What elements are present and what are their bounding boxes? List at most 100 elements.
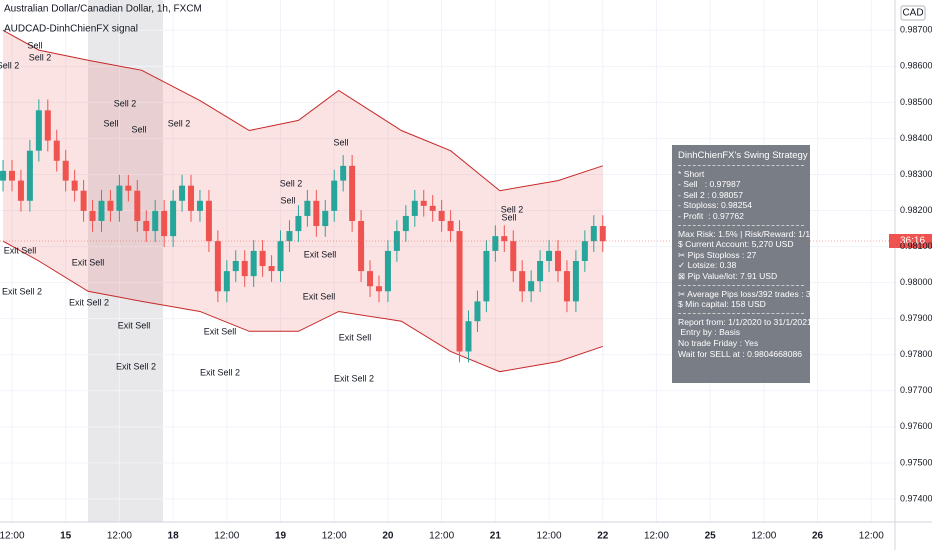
candle-body xyxy=(367,271,374,287)
signal-label: Sell xyxy=(131,124,146,134)
candle-body xyxy=(223,271,230,292)
info-line: Wait for SELL at : 0.9804668086 xyxy=(678,348,803,359)
signal-label: Exit Sell 2 xyxy=(2,286,42,296)
info-line: - Profit : 0.97762 xyxy=(678,210,744,221)
candle-body xyxy=(537,261,544,282)
signal-label: Sell 2 xyxy=(114,98,137,108)
y-tick-label: 0.98300 xyxy=(900,169,932,179)
separator xyxy=(678,284,804,286)
candle-body xyxy=(429,205,436,211)
info-line: ✂ Average Pips loss/392 trades : 30 xyxy=(678,288,810,299)
candle-body xyxy=(17,180,24,201)
x-tick-label: 22 xyxy=(597,531,609,542)
x-tick-label: 20 xyxy=(382,531,394,542)
info-title: DinhChienFX's Swing Strategy xyxy=(678,150,808,161)
y-tick-label: 0.98000 xyxy=(900,277,932,287)
band-fill xyxy=(3,30,603,372)
signal-label: Sell xyxy=(103,118,118,128)
candle-body xyxy=(89,210,96,221)
candle-body xyxy=(188,185,195,211)
candle-body xyxy=(205,200,212,242)
y-tick-label: 0.97400 xyxy=(900,493,932,503)
signal-label: Exit Sell 2 xyxy=(334,373,374,383)
price-badge: 36:16 xyxy=(900,236,925,247)
y-tick-label: 0.98600 xyxy=(900,61,932,71)
signal-label: Sell 2 xyxy=(0,60,19,70)
candle-body xyxy=(358,220,365,272)
signal-label: Sell 2 xyxy=(280,178,303,188)
x-tick-label: 12:00 xyxy=(859,531,884,542)
chart-title: Australian Dollar/Canadian Dollar, 1h, F… xyxy=(4,4,202,15)
candle-body xyxy=(420,200,427,206)
info-box: DinhChienFX's Swing Strategy * Short - Sel… xyxy=(672,145,810,383)
signal-label: Exit Sell xyxy=(304,249,337,259)
signal-label: Exit Sell xyxy=(4,245,37,255)
info-line: $ Current Account: 5,270 USD xyxy=(678,239,794,250)
candle-body xyxy=(528,281,535,292)
info-line: Max Risk: 1.5% | Risk/Reward: 1/1 xyxy=(678,228,810,239)
candle-body xyxy=(35,110,42,151)
currency: CAD xyxy=(902,8,923,19)
y-tick-label: 0.97500 xyxy=(900,457,932,467)
x-tick-label: 12:00 xyxy=(429,531,454,542)
candle-body xyxy=(44,110,51,141)
candle-body xyxy=(546,250,553,261)
candle-body xyxy=(402,215,409,232)
candle-body xyxy=(340,165,347,181)
candle-body xyxy=(232,261,239,272)
candle-body xyxy=(572,261,579,302)
candle-body xyxy=(456,231,463,352)
signal-label: Exit Sell 2 xyxy=(69,297,109,307)
signal-label: Sell 2 xyxy=(168,118,191,128)
candle-body xyxy=(590,226,597,242)
info-line: ✂ Pips Stoploss : 27 xyxy=(678,249,757,260)
candle-body xyxy=(134,190,141,221)
currency-box xyxy=(900,5,926,21)
candle-body xyxy=(519,271,526,292)
candle-body xyxy=(349,165,356,221)
x-tick-label: 18 xyxy=(168,531,180,542)
candle-body xyxy=(313,200,320,227)
x-tick-label: 21 xyxy=(490,531,502,542)
candle-body xyxy=(0,170,7,181)
signal-label: Exit Sell xyxy=(204,326,237,336)
x-tick-label: 12:00 xyxy=(107,531,132,542)
info-line: ✓ Lotsize: 0.38 xyxy=(678,260,737,271)
signal-label: Sell xyxy=(501,212,516,222)
candle-body xyxy=(286,231,293,242)
candle-body xyxy=(375,286,382,292)
y-tick-label: 0.97600 xyxy=(900,421,932,431)
candle-body xyxy=(179,185,186,201)
band-line xyxy=(2,240,603,373)
info-line: Entry by : Basis xyxy=(678,327,741,338)
candle-body xyxy=(447,220,454,232)
candle-body xyxy=(474,301,481,322)
x-tick-label: 12:00 xyxy=(322,531,347,542)
candle-body xyxy=(295,215,302,232)
separator xyxy=(678,312,804,314)
y-tick-label: 0.97700 xyxy=(900,385,932,395)
candle-body xyxy=(483,250,490,302)
x-tick-label: 12:00 xyxy=(751,531,776,542)
x-tick-label: 12:00 xyxy=(537,531,562,542)
candle-body xyxy=(581,241,588,261)
signal-label: Exit Sell 2 xyxy=(116,361,156,371)
candle-body xyxy=(170,200,177,237)
x-tick-label: 19 xyxy=(275,531,287,542)
y-tick-label: 0.98500 xyxy=(900,97,932,107)
indicator-name: AUDCAD-DinhChienFX signal xyxy=(4,24,138,35)
candle-body xyxy=(304,200,311,216)
y-tick-label: 0.98400 xyxy=(900,133,932,143)
candle-body xyxy=(116,185,123,211)
info-line: $ Min capital: 158 USD xyxy=(678,299,766,310)
signal-label: Exit Sell xyxy=(303,291,336,301)
candle-body xyxy=(501,236,508,242)
signal-label: Sell xyxy=(27,40,42,50)
y-tick-label: 0.98100 xyxy=(900,241,932,251)
signal-label: Exit Sell xyxy=(72,257,105,267)
candle-body xyxy=(599,226,606,242)
candle-body xyxy=(71,180,78,191)
candle-body xyxy=(563,271,570,302)
candle-body xyxy=(492,236,499,251)
